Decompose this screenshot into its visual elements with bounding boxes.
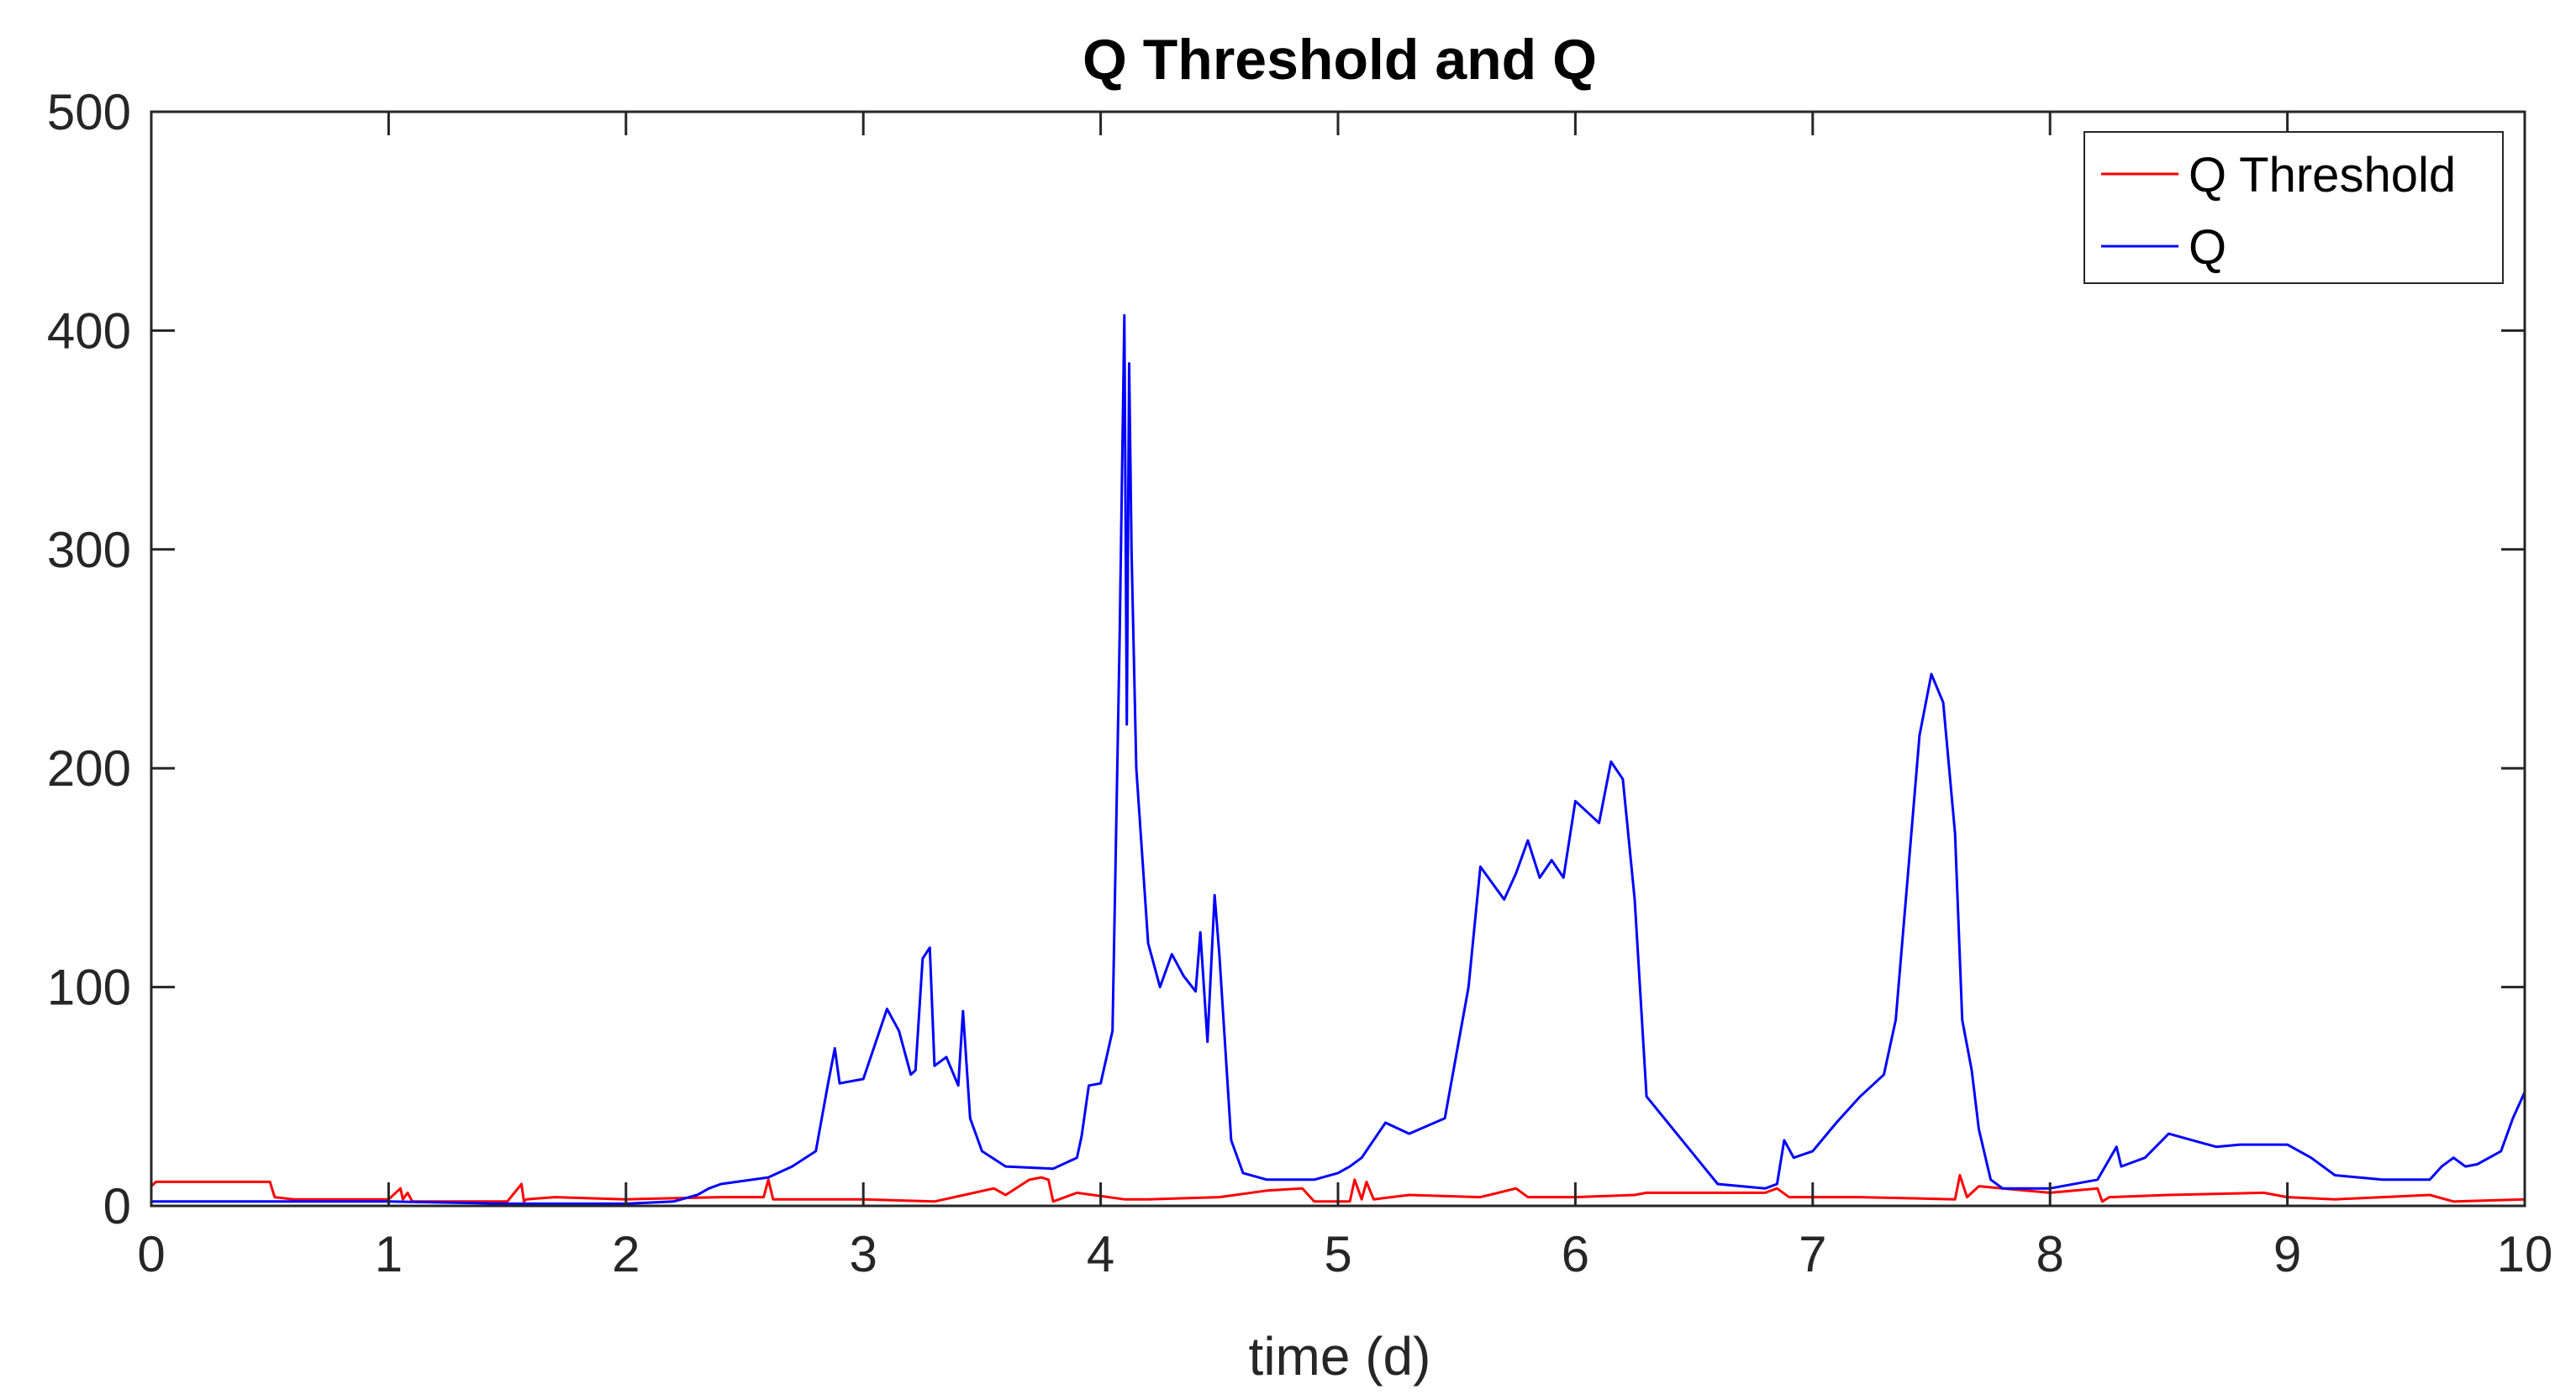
x-tick-label: 0	[137, 1226, 165, 1282]
x-tick-label: 5	[1324, 1226, 1351, 1282]
y-tick-label: 0	[103, 1178, 131, 1234]
x-tick-label: 2	[612, 1226, 640, 1282]
x-tick-label: 10	[2497, 1226, 2553, 1282]
y-tick-label: 100	[47, 960, 131, 1016]
y-tick-label: 200	[47, 740, 131, 797]
series-line-q	[151, 313, 2525, 1205]
x-tick-label: 3	[850, 1226, 877, 1282]
x-tick-label: 4	[1087, 1226, 1114, 1282]
x-tick-label: 1	[375, 1226, 403, 1282]
x-axis-label: time (d)	[1249, 1326, 1431, 1387]
y-tick-label: 400	[47, 303, 131, 359]
series-line-q-threshold	[151, 1174, 2525, 1203]
x-tick-label: 7	[1799, 1226, 1826, 1282]
y-tick-label: 300	[47, 522, 131, 578]
x-tick-label: 9	[2273, 1226, 2301, 1282]
series-group	[151, 313, 2525, 1205]
y-tick-label: 500	[47, 84, 131, 140]
legend-label: Q Threshold	[2189, 148, 2456, 203]
chart-title: Q Threshold and Q	[1083, 28, 1597, 92]
legend-box	[2083, 131, 2504, 284]
legend-label: Q	[2189, 220, 2226, 275]
legend: Q Threshold Q	[2083, 131, 2504, 284]
x-tick-label: 6	[1562, 1226, 1589, 1282]
x-tick-label: 8	[2036, 1226, 2064, 1282]
